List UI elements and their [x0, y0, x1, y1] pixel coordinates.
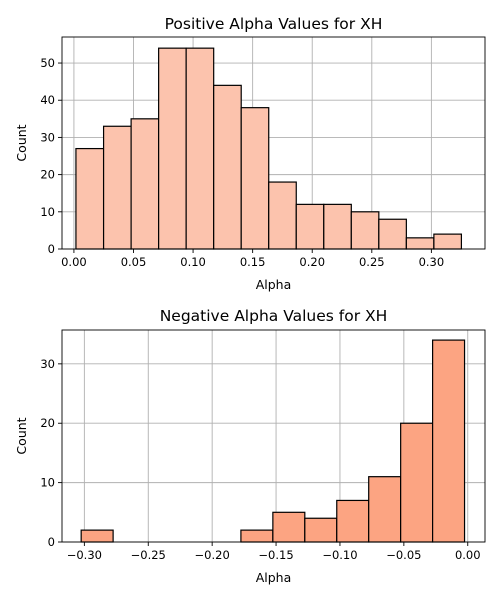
histogram-bar — [240, 107, 270, 250]
histogram-bar — [240, 529, 274, 543]
histogram-bar — [323, 203, 352, 250]
y-tick-label: 40 — [40, 93, 55, 107]
histogram-bar — [213, 84, 242, 250]
x-tick-label: −0.05 — [386, 548, 421, 562]
x-tick-label: 0.00 — [455, 548, 481, 562]
x-axis-label: Alpha — [256, 277, 292, 292]
y-tick-label: 20 — [40, 416, 55, 430]
x-tick-label: −0.20 — [195, 548, 230, 562]
histogram-bar — [295, 203, 325, 250]
histogram-bar — [268, 181, 297, 250]
y-axis-label: Count — [14, 124, 29, 161]
histogram-bar — [130, 118, 160, 250]
histogram-bar — [336, 499, 370, 543]
y-tick-label: 20 — [40, 168, 55, 182]
negative-alpha-histogram: Negative Alpha Values for XH −0.30 −0.25−… — [14, 307, 486, 585]
histogram-bar — [75, 147, 105, 250]
y-tick-label: 30 — [40, 130, 55, 144]
histogram-bar — [158, 47, 187, 250]
x-tick-label: −0.15 — [258, 548, 293, 562]
x-tick-label: 0.10 — [180, 255, 206, 269]
histogram-bar — [80, 529, 114, 543]
x-tick-label: −0.30 — [67, 548, 102, 562]
x-tick-label: 0.15 — [240, 255, 266, 269]
plot-frame — [61, 329, 486, 543]
chart-title: Positive Alpha Values for XH — [165, 15, 383, 33]
histogram-bar — [400, 422, 434, 543]
histogram-bar — [185, 47, 215, 250]
y-tick-label: 50 — [40, 56, 55, 70]
histogram-bar — [433, 233, 463, 250]
histogram-bar — [102, 125, 132, 250]
x-tick-label: 0.00 — [61, 255, 87, 269]
x-tick-label: −0.25 — [131, 548, 166, 562]
chart-title: Negative Alpha Values for XH — [160, 307, 388, 325]
x-tick-label: 0.20 — [299, 255, 325, 269]
bars — [80, 339, 466, 543]
positive-alpha-histogram: Positive Alpha Values for XH 0.00 0.05 0.1… — [14, 15, 486, 292]
plot-frame — [61, 36, 486, 250]
axis-ticks: −0.30 −0.25 −0.20 −0.15 −0.10 −0.05 0.00 0 10 20 3… — [40, 357, 480, 562]
axis-ticks: 0.00 0.05 0.10 0.15 0.20 0.25 0.30 0 10 20 30 40 50 — [40, 56, 444, 269]
y-axis-label: Count — [14, 417, 29, 454]
histogram-bar — [432, 339, 466, 543]
y-tick-label: 10 — [40, 476, 55, 490]
bars — [75, 47, 463, 250]
histogram-bar — [272, 511, 306, 543]
x-tick-label: 0.25 — [359, 255, 385, 269]
x-tick-label: 0.05 — [121, 255, 147, 269]
x-tick-label: −0.10 — [322, 548, 357, 562]
histogram-bar — [378, 218, 407, 250]
y-tick-label: 10 — [40, 205, 55, 219]
histogram-bar — [304, 517, 338, 543]
y-tick-label: 0 — [48, 535, 55, 549]
x-axis-label: Alpha — [256, 570, 292, 585]
histogram-bar — [405, 237, 435, 250]
histogram-bar — [368, 476, 402, 543]
x-tick-label: 0.30 — [419, 255, 445, 269]
y-tick-label: 0 — [48, 242, 55, 256]
y-tick-label: 30 — [40, 357, 55, 371]
histogram-bar — [350, 211, 380, 250]
